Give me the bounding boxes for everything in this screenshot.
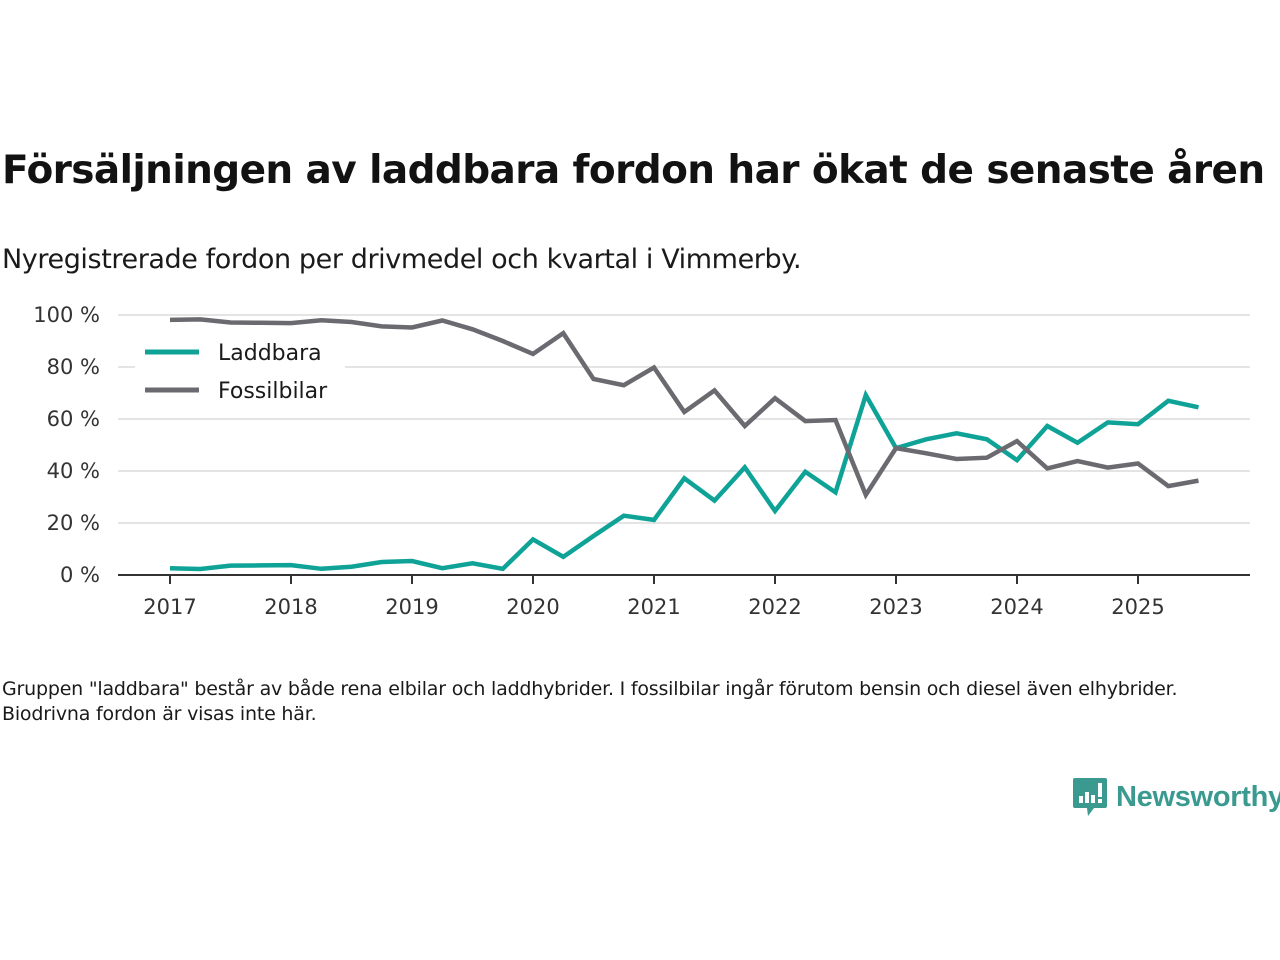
x-tick-label: 2020 [506, 595, 559, 619]
brand-name: Newsworthy [1116, 780, 1280, 813]
footnote: Gruppen "laddbara" består av både rena e… [2, 678, 1178, 725]
legend-background [135, 335, 345, 415]
series-lines [169, 317, 1199, 572]
y-tick-label: 0 % [60, 563, 100, 587]
y-tick-label: 100 % [33, 303, 100, 327]
x-tick-label: 2021 [627, 595, 680, 619]
line-chart: 0 % 20 % 40 % 60 % 80 % 100 % 2017 2018 2019 202… [33, 303, 1250, 619]
x-tick-label: 2018 [264, 595, 317, 619]
legend-label: Fossilbilar [218, 379, 328, 404]
y-tick-label: 80 % [47, 355, 100, 379]
chart-subtitle: Nyregistrerade fordon per drivmedel och … [2, 244, 802, 275]
series-line-laddbara [169, 389, 1199, 572]
legend: Laddbara Fossilbilar [135, 335, 345, 415]
newsworthy-logo-icon [1073, 778, 1107, 816]
y-axis-ticks: 0 % 20 % 40 % 60 % 80 % 100 % [33, 303, 100, 587]
x-tick-label: 2022 [748, 595, 801, 619]
y-tick-label: 20 % [47, 511, 100, 535]
chart-title: Försäljningen av laddbara fordon har öka… [2, 148, 1265, 193]
x-tick-label: 2019 [385, 595, 438, 619]
brand-logo: Newsworthy [1072, 776, 1280, 818]
x-tick-label: 2025 [1111, 595, 1164, 619]
y-tick-label: 60 % [47, 407, 100, 431]
legend-label: Laddbara [218, 341, 322, 366]
y-tick-label: 40 % [47, 459, 100, 483]
x-tick-label: 2017 [143, 595, 196, 619]
x-tick-label: 2024 [990, 595, 1043, 619]
series-line-fossilbilar [169, 317, 1199, 500]
x-axis: 2017 2018 2019 2020 2021 2022 2023 2024 2025 [118, 574, 1250, 619]
x-tick-label: 2023 [869, 595, 922, 619]
